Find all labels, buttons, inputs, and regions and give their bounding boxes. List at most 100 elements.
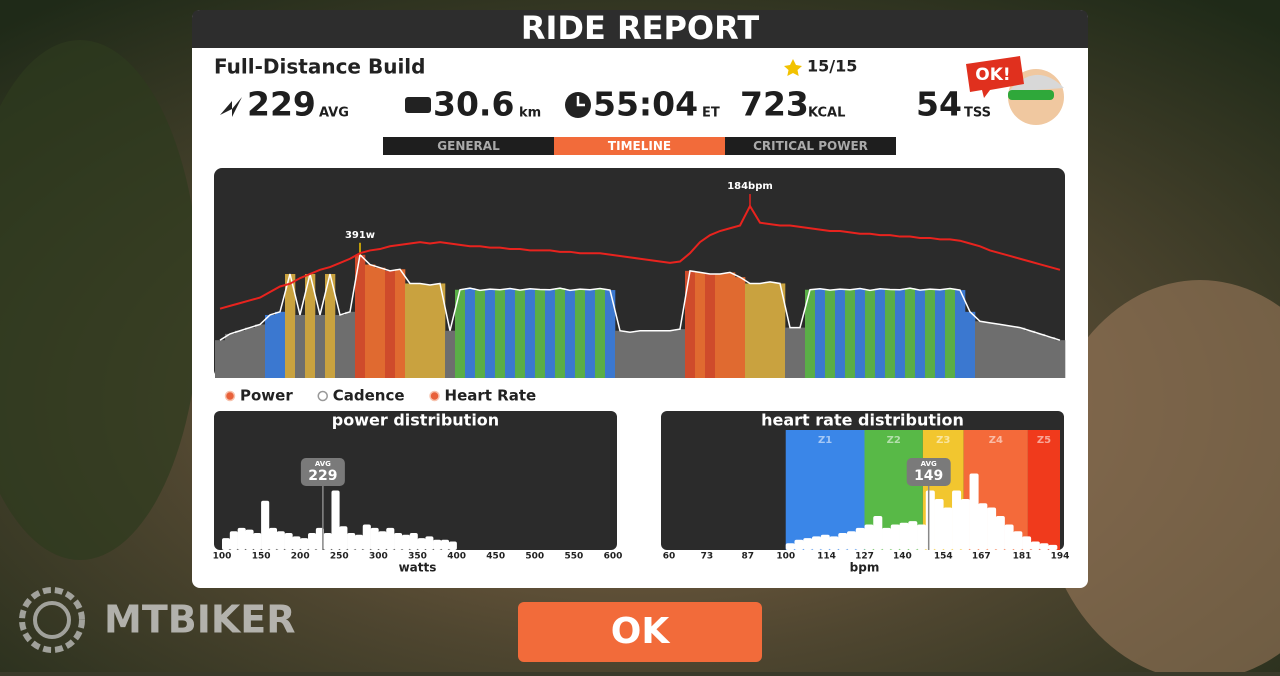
power-bar: [815, 288, 826, 378]
power-bar: [945, 288, 956, 378]
speech-text: OK!: [975, 65, 1010, 85]
power-bar: [225, 333, 236, 378]
histogram-bar: [829, 536, 839, 550]
x-tick-label: 87: [742, 552, 755, 562]
histogram-bar: [1030, 541, 1040, 550]
power-bar: [785, 327, 796, 378]
speech-bubble: [966, 56, 1024, 98]
histogram-bar: [448, 541, 457, 550]
power-bar: [1025, 330, 1036, 378]
power-bar: [685, 270, 696, 378]
x-tick-label: 300: [369, 552, 388, 562]
histogram-bar: [323, 533, 332, 550]
tab[interactable]: [725, 137, 896, 155]
tab-label[interactable]: GENERAL: [437, 139, 500, 153]
power-bar: [995, 324, 1006, 378]
histogram-bar: [1013, 531, 1023, 550]
power-bar: [915, 290, 926, 378]
histogram-bar: [890, 524, 900, 550]
power-bar: [435, 283, 446, 378]
histogram-bar: [917, 524, 927, 550]
ok-button[interactable]: [518, 602, 762, 662]
power-bar: [345, 311, 356, 378]
panel-header: [192, 10, 1088, 48]
tab[interactable]: [383, 137, 554, 155]
stat-value: 55:04: [593, 85, 698, 124]
power-bar: [565, 290, 576, 378]
x-axis-label: watts: [399, 561, 437, 575]
stat-unit: KCAL: [808, 106, 845, 121]
avatar-cap: [1008, 74, 1064, 92]
histogram-bar: [354, 534, 364, 550]
histogram-bar: [899, 522, 909, 550]
distance-icon: [405, 97, 431, 113]
power-bar: [1015, 327, 1026, 378]
x-axis-label: bpm: [850, 561, 880, 575]
x-tick-label: 194: [1051, 552, 1070, 562]
stat-unit: km: [519, 106, 541, 121]
power-distribution-chart: power distribution 100 150 200 250 300 350 400 4…: [213, 411, 623, 575]
histogram-bar: [308, 533, 317, 550]
histogram-bar: [794, 539, 804, 550]
legend-dot: [224, 390, 236, 402]
power-bar: [695, 272, 706, 378]
zone-label: Z2: [887, 435, 901, 446]
power-bar: [625, 332, 636, 378]
power-bar: [465, 288, 476, 378]
histogram-bar: [882, 527, 892, 550]
watermark-text: MTBIKER: [104, 598, 296, 642]
histogram-bar: [370, 527, 379, 550]
power-bar: [535, 289, 546, 378]
ok-button-label[interactable]: OK: [611, 611, 671, 652]
power-bar: [605, 290, 616, 378]
x-tick-label: 73: [701, 552, 714, 562]
power-bar: [555, 288, 566, 378]
average-badge: [906, 458, 951, 486]
power-bar: [595, 288, 606, 378]
histogram-bar: [386, 527, 395, 550]
histogram-bar: [943, 507, 953, 550]
power-bar: [645, 330, 656, 378]
legend-dot: [429, 390, 440, 402]
tab-label[interactable]: TIMELINE: [608, 139, 671, 153]
background-blur: [1040, 280, 1280, 676]
histogram-bar: [925, 490, 935, 550]
histogram-bar: [846, 531, 857, 550]
power-bar: [585, 289, 596, 378]
power-bar: [635, 330, 646, 378]
power-bar: [655, 330, 666, 378]
power-bar: [675, 329, 686, 378]
legend-dot: [317, 390, 328, 402]
power-bar: [1005, 326, 1016, 378]
power-bar: [525, 288, 536, 378]
histogram-bar: [409, 533, 418, 550]
histogram-bar: [960, 499, 970, 550]
power-bar: [795, 327, 806, 378]
x-tick-label: 154: [934, 552, 953, 562]
power-bar: [765, 281, 776, 378]
histogram-bar: [401, 534, 410, 550]
x-tick-label: 100: [213, 552, 232, 562]
power-bar: [975, 321, 986, 378]
histogram-bar: [987, 507, 997, 550]
histogram-bar: [433, 539, 442, 550]
power-bar: [925, 289, 936, 378]
histogram-bar: [1039, 543, 1049, 550]
x-tick-label: 400: [447, 552, 466, 562]
tab[interactable]: [554, 137, 725, 155]
watermark-logo: [19, 587, 85, 653]
power-bar: [365, 264, 376, 378]
power-bar: [485, 289, 496, 378]
histogram-bar: [315, 527, 324, 550]
power-bar: [335, 314, 346, 378]
power-bar: [305, 274, 316, 378]
heart-rate-line: [219, 203, 1061, 310]
power-bar: [725, 272, 736, 378]
histogram-bar: [229, 531, 238, 550]
tab-label[interactable]: CRITICAL POWER: [753, 139, 868, 153]
power-bar: [315, 314, 326, 378]
histogram-bar: [378, 531, 387, 550]
histogram-bar: [245, 529, 254, 550]
x-tick-label: 127: [855, 552, 874, 562]
